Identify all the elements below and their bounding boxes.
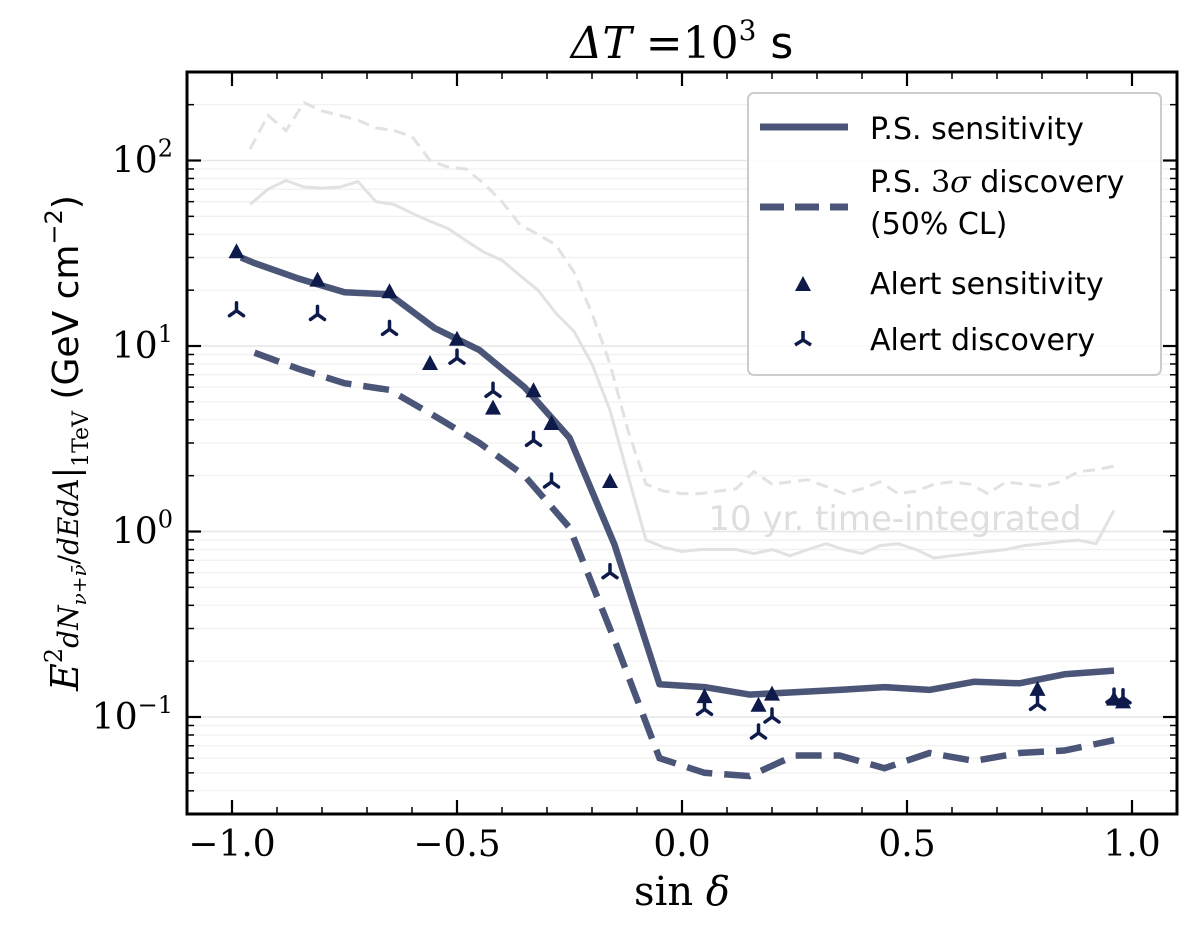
alert-discovery-marker: [542, 472, 561, 489]
alert-sensitivity-marker: [381, 283, 398, 299]
y-tick-label: 101: [112, 320, 173, 367]
alert-sensitivity-marker: [696, 688, 713, 704]
alert-discovery-marker: [695, 699, 714, 717]
alert-discovery-marker: [601, 562, 619, 580]
alert-discovery-marker: [749, 723, 768, 740]
alert-discovery-marker: [524, 430, 543, 448]
alert-discovery-marker: [227, 300, 246, 318]
ps-discovery-line: [253, 349, 1115, 780]
tick-layer: −1.0 −0.5 0.0 0.5 1.0 10−1 100 101 102: [92, 71, 1178, 865]
y-axis-label: E2dNν+ν̄/dEdA|1TeV (GeV cm−2): [40, 195, 94, 692]
alert-discovery-marker: [484, 381, 502, 399]
x-tick-label: 1.0: [1103, 824, 1160, 865]
alert-discovery-marker: [763, 707, 781, 724]
legend-label-alert-sensitivity: Alert sensitivity: [870, 267, 1104, 302]
alert-discovery-marker: [1114, 688, 1132, 705]
time-integrated-sensitivity-line: [249, 178, 1116, 560]
alert-sensitivity-marker: [449, 330, 465, 346]
alert-sensitivity-marker: [750, 696, 767, 712]
y-tick-label: 102: [112, 135, 173, 182]
legend-marker-alert-sensitivity: [795, 276, 811, 291]
series-layer: [239, 254, 1115, 780]
time-integrated-annotation: 10 yr. time-integrated: [708, 499, 1081, 539]
time-integrated-discovery-line: [248, 100, 1115, 496]
legend-label-sensitivity: P.S. sensitivity: [870, 112, 1084, 147]
svg-text:E2dNν+ν̄/dEdA|1TeV (GeV cm−2): E2dNν+ν̄/dEdA|1TeV (GeV cm−2): [40, 195, 94, 692]
alert-sensitivity-marker: [602, 472, 618, 488]
legend: P.S. sensitivity P.S. 3σ discovery (50% …: [747, 92, 1162, 376]
alert-sensitivity-marker: [1029, 680, 1046, 696]
alert-sensitivity-marker: [485, 399, 501, 415]
y-tick-label: 10−1: [92, 691, 173, 738]
alert-sensitivity-marker: [764, 685, 780, 701]
alert-discovery-marker: [448, 348, 466, 365]
y-tick-label: 100: [112, 506, 173, 553]
x-axis-label: sin δ: [634, 869, 730, 915]
x-tick-label: 0.0: [653, 824, 710, 865]
alert-discovery-marker: [380, 319, 399, 337]
alert-sensitivity-marker: [543, 414, 560, 430]
legend-marker-alert-discovery: [794, 331, 812, 347]
alert-sensitivity-marker: [309, 271, 326, 287]
alert-sensitivity-marker: [228, 243, 245, 259]
alert-sensitivity-marker: [422, 354, 438, 370]
marker-layer: [227, 243, 1132, 740]
alert-sensitivity-marker: [1115, 693, 1131, 709]
x-tick-label: −1.0: [188, 824, 275, 865]
alert-discovery-marker: [308, 304, 327, 322]
x-tick-label: −0.5: [413, 824, 500, 865]
legend-label-alert-discovery: Alert discovery: [870, 323, 1095, 358]
alert-discovery-marker: [1028, 694, 1047, 712]
legend-box: [747, 92, 1162, 376]
chart-title: ΔT =103 s: [569, 14, 794, 69]
time-integrated-curves: [248, 100, 1116, 560]
x-tick-label: 0.5: [878, 824, 935, 865]
ps-sensitivity-line: [239, 254, 1115, 698]
legend-label-discovery: P.S. 3σ discovery (50% CL): [870, 165, 1134, 242]
alert-sensitivity-marker: [525, 382, 542, 398]
